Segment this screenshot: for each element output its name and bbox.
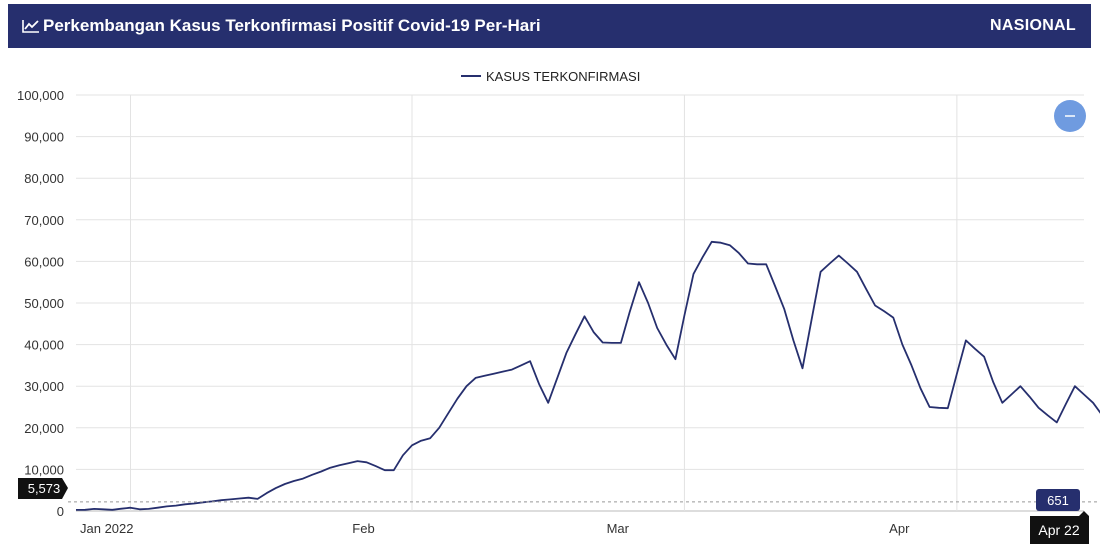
line-chart: 0 10,000 20,000 30,000 40,000 50,000 60,000 70,…	[17, 69, 1100, 544]
x-tick-label: Jan 2022	[80, 521, 134, 536]
zoom-reset-button[interactable]	[1054, 100, 1086, 132]
legend-label: KASUS TERKONFIRMASI	[486, 69, 640, 84]
x-tick-label: Feb	[352, 521, 374, 536]
y-tick-label: 80,000	[24, 171, 64, 186]
chart-title: Perkembangan Kasus Terkonfirmasi Positif…	[43, 16, 541, 35]
crosshair-x-date: Apr 22	[1038, 522, 1079, 538]
x-tick-label: Apr	[889, 521, 910, 536]
y-tick-label: 10,000	[24, 462, 64, 477]
series-layer	[75, 240, 1100, 511]
header-title-group: Perkembangan Kasus Terkonfirmasi Positif…	[22, 4, 541, 48]
crosshair-y-tooltip: 5,573	[18, 478, 68, 499]
y-axis: 0 10,000 20,000 30,000 40,000 50,000 60,000 70,…	[17, 88, 64, 519]
y-tick-label: 100,000	[17, 88, 64, 103]
y-tick-label: 60,000	[24, 254, 64, 269]
crosshair-y-value: 5,573	[28, 481, 61, 496]
y-tick-label: 50,000	[24, 296, 64, 311]
y-tick-label: 20,000	[24, 421, 64, 436]
y-tick-label: 30,000	[24, 379, 64, 394]
point-value-tooltip: 651	[1036, 489, 1080, 511]
crosshair-x-tooltip: Apr 22	[1030, 511, 1089, 544]
x-axis: Jan 2022 Feb Mar Apr	[80, 521, 910, 536]
legend[interactable]: KASUS TERKONFIRMASI	[461, 69, 640, 84]
grid	[76, 94, 1084, 512]
y-tick-label: 40,000	[24, 338, 64, 353]
y-tick-label: 90,000	[24, 130, 64, 145]
y-tick-label: 70,000	[24, 213, 64, 228]
region-label: NASIONAL	[990, 17, 1076, 34]
y-tick-label: 0	[57, 504, 64, 519]
series-line-kasus-terkonfirmasi[interactable]	[75, 240, 1100, 511]
x-tick-label: Mar	[607, 521, 630, 536]
line-chart-icon	[22, 20, 39, 33]
chart-header: Perkembangan Kasus Terkonfirmasi Positif…	[8, 4, 1091, 48]
point-value-label: 651	[1047, 493, 1069, 508]
